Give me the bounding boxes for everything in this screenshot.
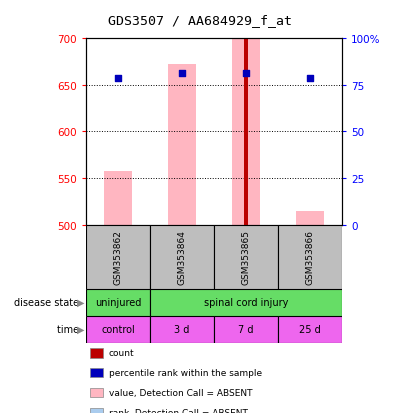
Bar [214, 316, 278, 343]
Text: spinal cord injury: spinal cord injury [204, 297, 288, 308]
Text: count: count [109, 349, 134, 358]
Text: GSM353865: GSM353865 [242, 230, 250, 285]
Point [307, 76, 313, 83]
Point [243, 70, 249, 77]
Text: 25 d: 25 d [299, 324, 321, 335]
Text: uninjured: uninjured [95, 297, 141, 308]
Bar [150, 225, 214, 289]
Bar [150, 316, 214, 343]
Text: GSM353864: GSM353864 [178, 230, 186, 285]
Bar [104, 171, 132, 225]
Text: control: control [101, 324, 135, 335]
Text: disease state: disease state [14, 297, 82, 308]
Text: rank, Detection Call = ABSENT: rank, Detection Call = ABSENT [109, 408, 248, 413]
Text: GSM353866: GSM353866 [306, 230, 314, 285]
Point [115, 76, 121, 83]
Bar [232, 39, 260, 225]
Text: percentile rank within the sample: percentile rank within the sample [109, 368, 262, 377]
Bar [244, 39, 248, 225]
Text: GSM353862: GSM353862 [114, 230, 122, 285]
Bar [86, 316, 150, 343]
Bar [86, 289, 150, 316]
Bar [150, 289, 342, 316]
Text: GDS3507 / AA684929_f_at: GDS3507 / AA684929_f_at [108, 14, 292, 27]
Bar [168, 65, 196, 225]
Bar [214, 225, 278, 289]
Text: value, Detection Call = ABSENT: value, Detection Call = ABSENT [109, 388, 252, 397]
Point [179, 70, 185, 77]
Bar [296, 211, 324, 225]
Bar [278, 316, 342, 343]
Text: 7 d: 7 d [238, 324, 254, 335]
Bar [86, 225, 150, 289]
Text: 3 d: 3 d [174, 324, 190, 335]
Bar [278, 225, 342, 289]
Text: time: time [57, 324, 82, 335]
Text: ▶: ▶ [76, 324, 84, 335]
Text: ▶: ▶ [76, 297, 84, 308]
